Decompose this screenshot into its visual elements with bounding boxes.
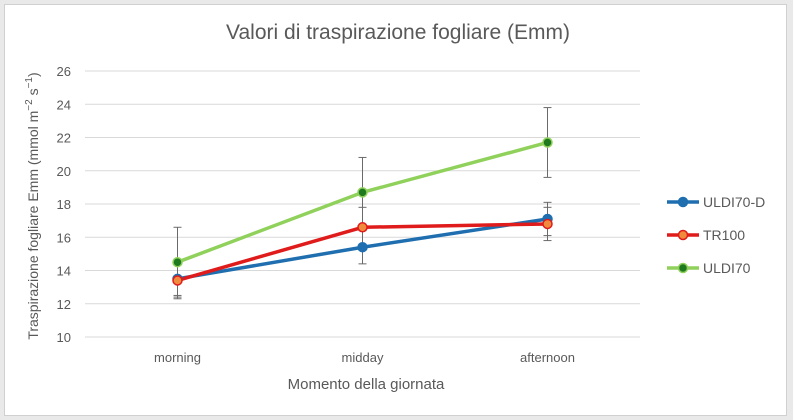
series-markers <box>172 137 553 286</box>
y-tick-label: 16 <box>57 230 71 245</box>
x-tick-label: midday <box>342 350 384 365</box>
line-chart: Valori di traspirazione fogliare (Emm) 1… <box>24 21 765 393</box>
y-tick-label: 24 <box>57 97 71 112</box>
data-point <box>357 187 368 198</box>
y-tick-label: 18 <box>57 197 71 212</box>
data-point <box>172 256 183 268</box>
x-tick-labels: morning midday afternoon <box>154 350 575 365</box>
data-point <box>172 275 183 286</box>
legend-swatch-marker <box>677 229 689 241</box>
legend-label: ULDI70 <box>703 260 751 276</box>
legend: ULDI70-D TR100 ULDI70 <box>667 194 765 276</box>
legend-label: ULDI70-D <box>703 194 765 210</box>
y-tick-label: 22 <box>57 131 71 146</box>
chart-frame: Valori di traspirazione fogliare (Emm) 1… <box>4 4 787 416</box>
x-axis-label: Momento della giornata <box>288 376 445 393</box>
legend-label: TR100 <box>703 227 745 243</box>
y-tick-label: 12 <box>57 297 71 312</box>
y-axis-label: Traspirazione fogliare Emm (mmol m−2 s−1… <box>24 72 41 339</box>
data-point <box>357 241 368 253</box>
x-tick-label: afternoon <box>520 350 575 365</box>
y-tick-label: 20 <box>57 164 71 179</box>
chart-title: Valori di traspirazione fogliare (Emm) <box>226 21 570 44</box>
data-point <box>357 222 368 233</box>
data-point <box>542 218 553 230</box>
y-tick-label: 26 <box>57 64 71 79</box>
y-tick-labels: 10 12 14 16 18 20 22 24 26 <box>57 64 71 345</box>
y-tick-label: 10 <box>57 330 71 345</box>
y-tick-label: 14 <box>57 264 71 279</box>
data-point <box>542 137 553 148</box>
legend-swatch-marker <box>677 262 689 274</box>
legend-swatch-marker <box>677 196 689 208</box>
x-tick-label: morning <box>154 350 201 365</box>
